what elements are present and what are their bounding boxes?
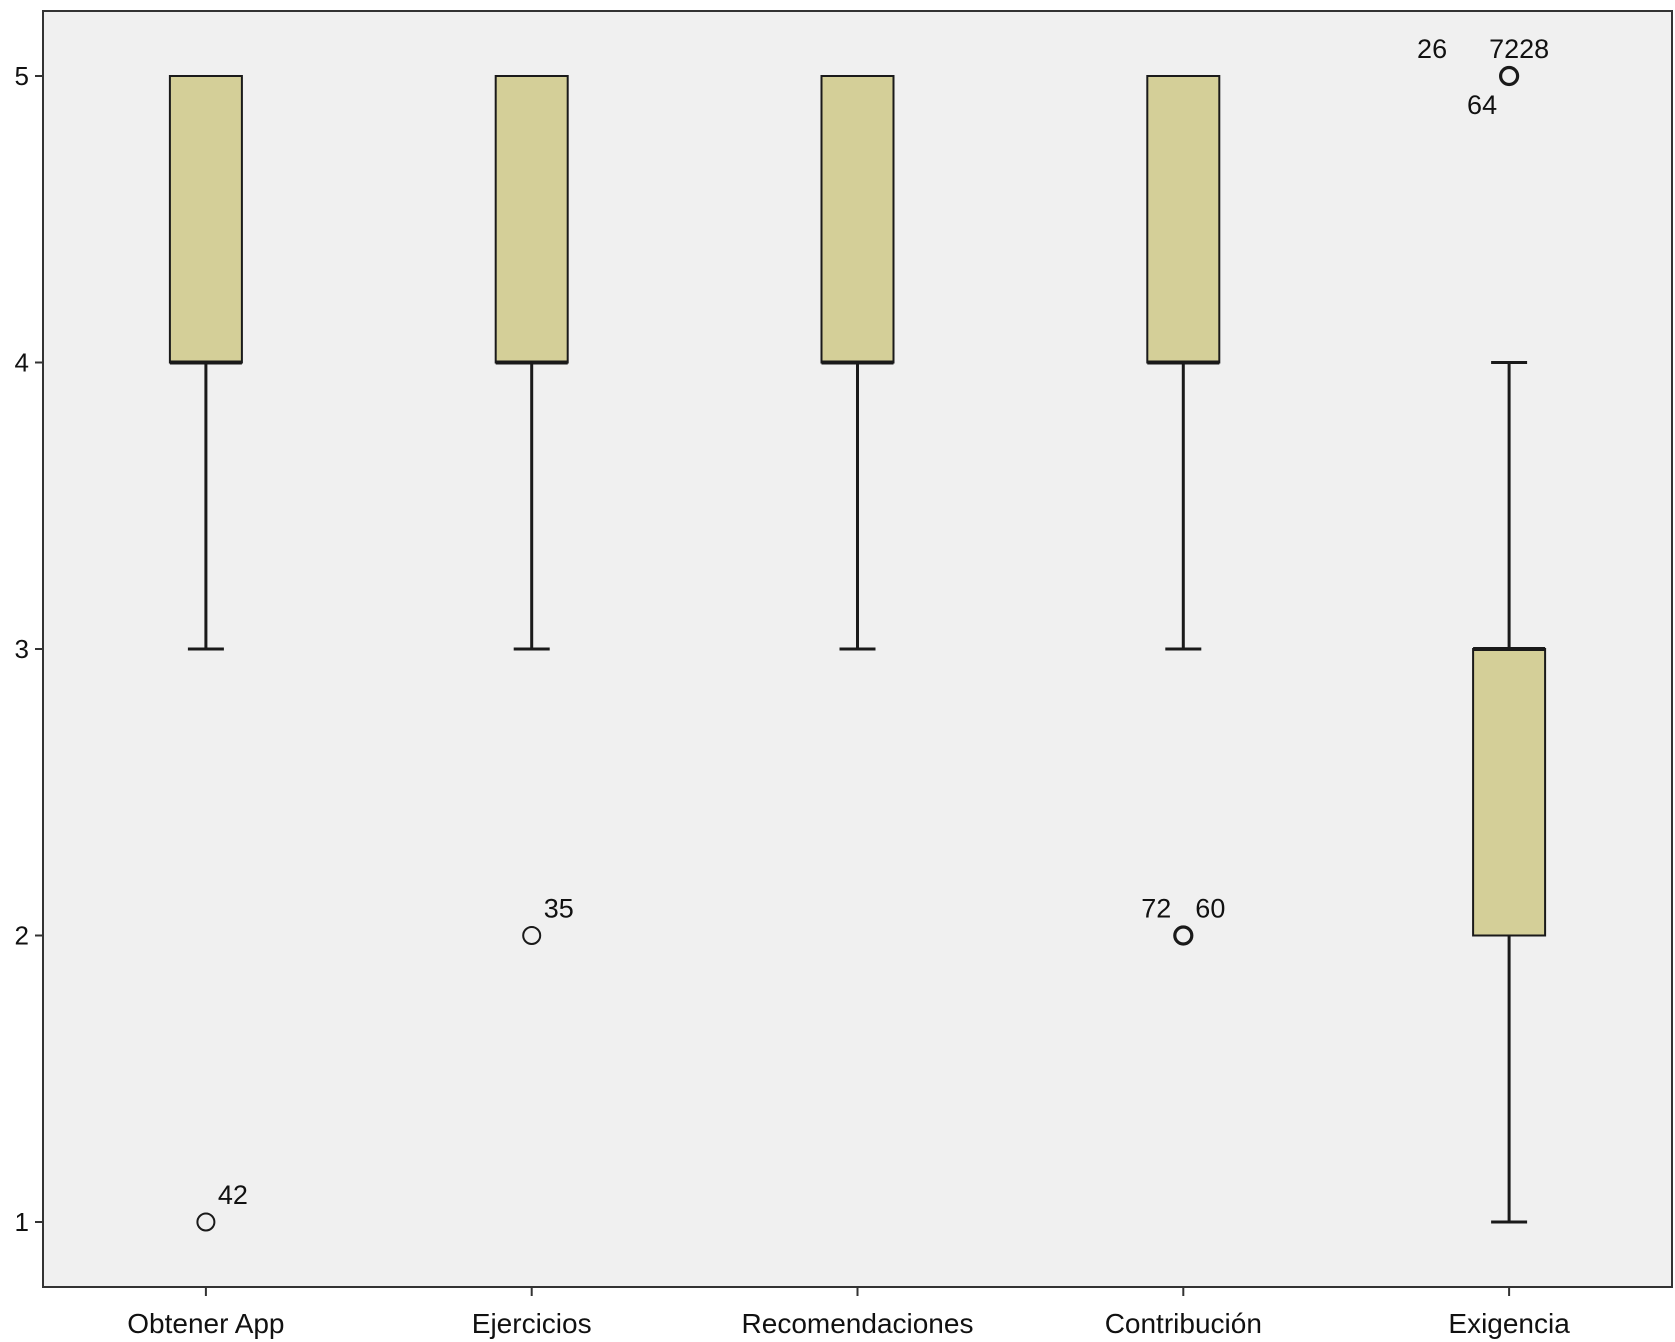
box-recomendaciones	[820, 75, 895, 651]
x-category-label: Ejercicios	[472, 1308, 592, 1339]
y-tick-label: 1	[15, 1207, 29, 1237]
outlier-label: 35	[544, 894, 574, 924]
outlier-point	[522, 926, 542, 945]
outlier-point	[1173, 925, 1194, 946]
outlier-point	[1498, 65, 1520, 87]
outlier-label: 64	[1467, 90, 1497, 120]
y-tick-label: 4	[15, 348, 29, 378]
box-obtener-app: 42	[168, 75, 248, 1232]
x-category-label: Obtener App	[127, 1308, 284, 1339]
outlier-label: 26	[1417, 34, 1447, 64]
box-iqr	[494, 75, 569, 364]
box-contribuci-n: 72 60	[1141, 75, 1225, 946]
outlier-point	[196, 1212, 216, 1232]
y-tick-label: 5	[15, 61, 29, 91]
y-tick-label: 2	[15, 921, 29, 951]
x-category-label: Recomendaciones	[742, 1308, 974, 1339]
boxes-group: 42 35 72 60 26 7228 64	[168, 34, 1549, 1232]
y-axis: 1 2 3 4 5	[15, 61, 43, 1237]
box-iqr	[820, 75, 895, 364]
x-axis: Obtener App Ejercicios Recomendaciones Cont…	[127, 1287, 1570, 1339]
box-iqr	[168, 75, 243, 364]
outlier-label: 42	[218, 1180, 248, 1210]
box-iqr	[1146, 75, 1221, 364]
x-category-label: Contribución	[1105, 1308, 1262, 1339]
outlier-label: 72	[1141, 894, 1171, 924]
outlier-label: 60	[1195, 894, 1225, 924]
box-ejercicios: 35	[494, 75, 574, 945]
box-exigencia: 26 7228 64	[1417, 34, 1549, 1224]
outlier-label: 7228	[1489, 34, 1549, 64]
x-category-label: Exigencia	[1448, 1308, 1570, 1339]
box-iqr	[1472, 648, 1547, 937]
y-tick-label: 3	[15, 634, 29, 664]
